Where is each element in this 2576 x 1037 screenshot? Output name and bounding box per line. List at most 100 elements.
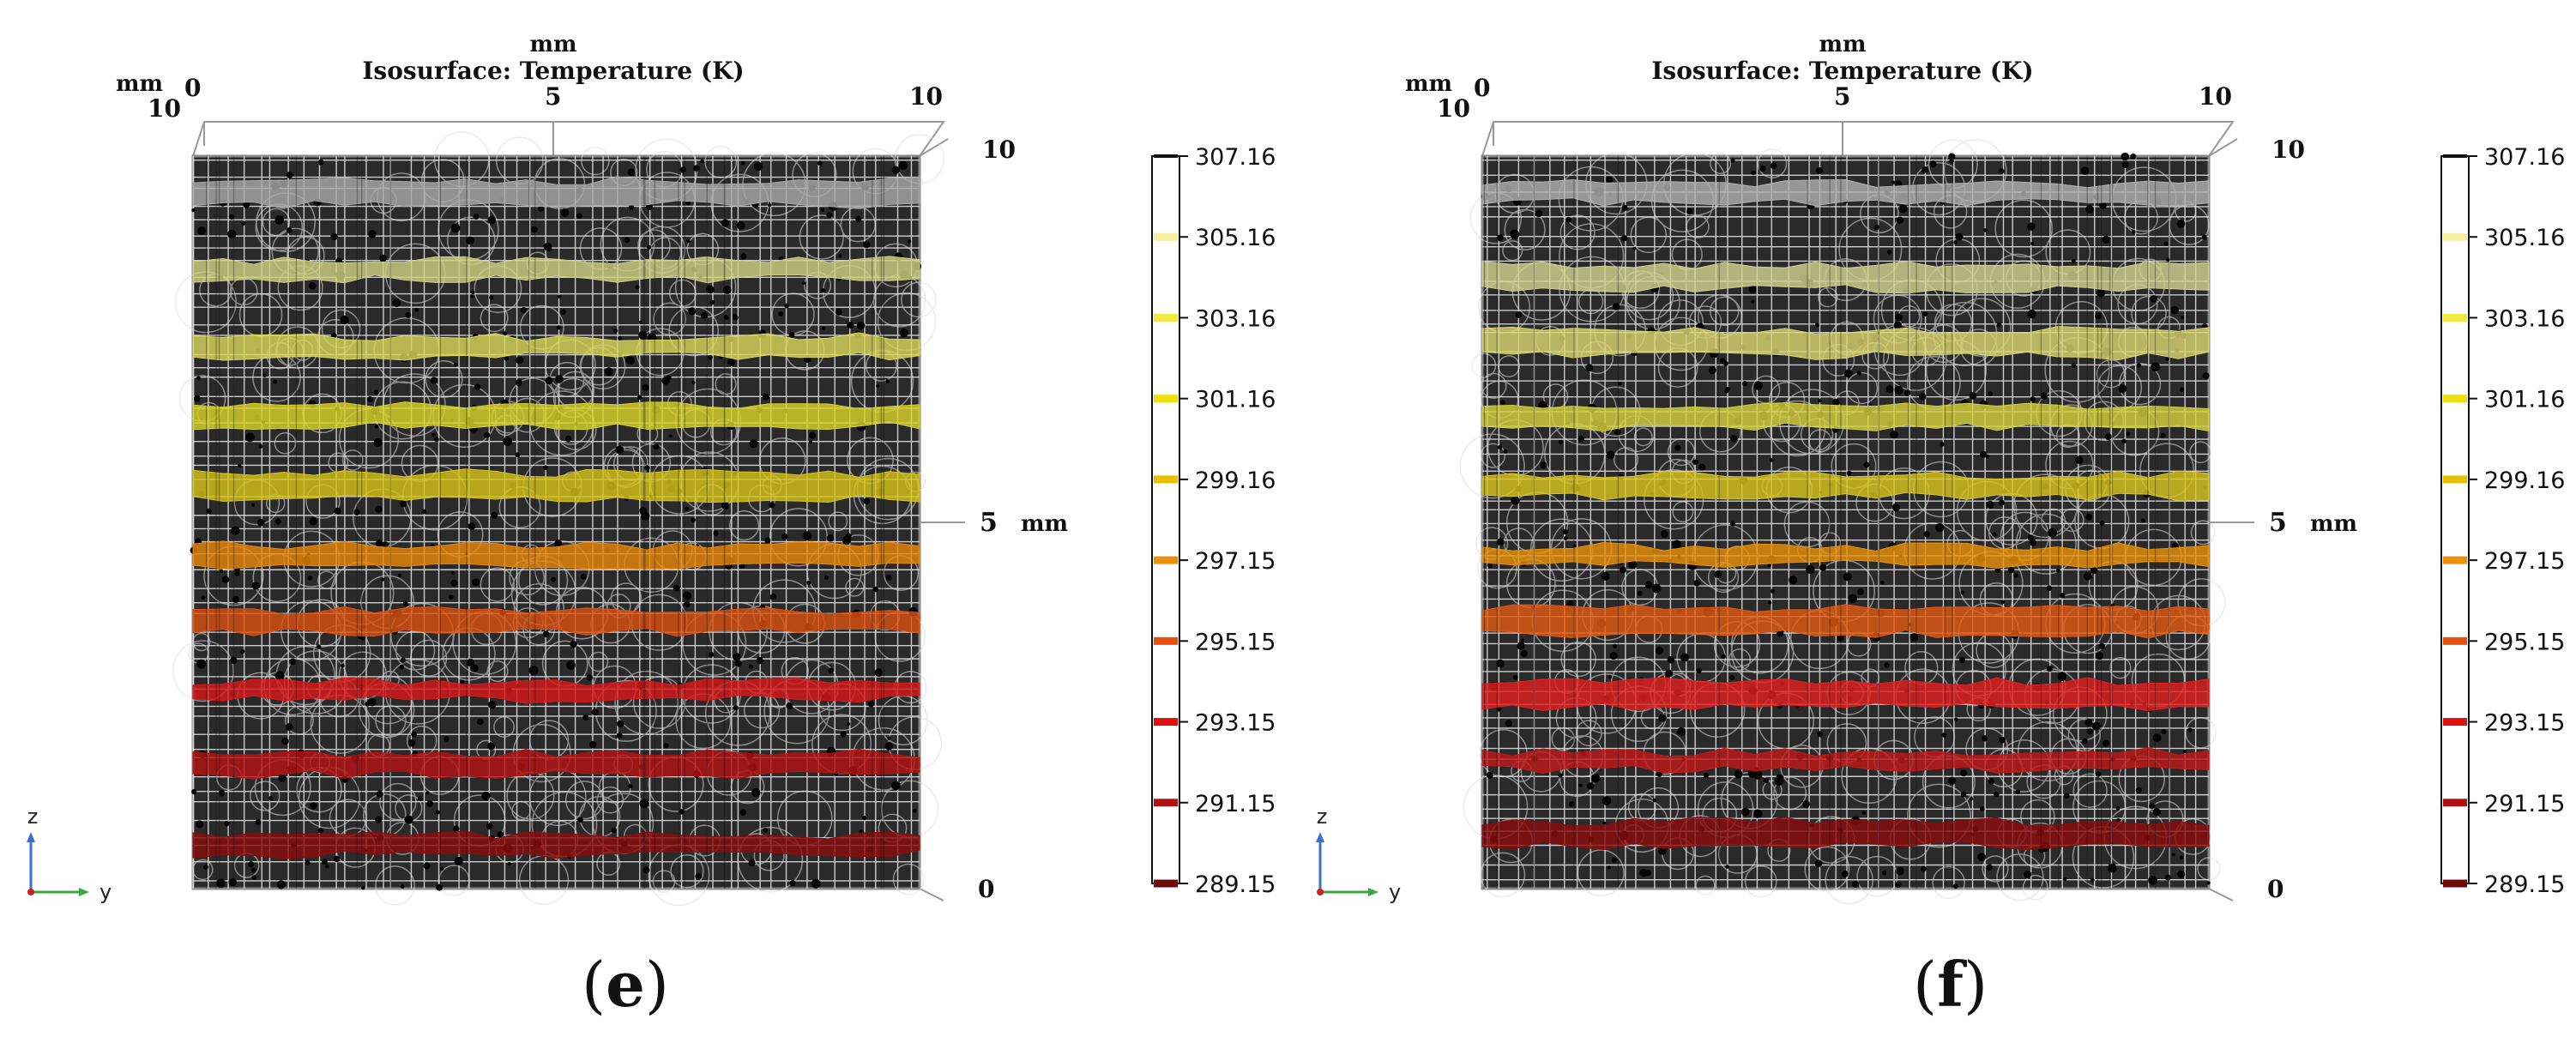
mesh-dot bbox=[1841, 870, 1849, 877]
mesh-dot bbox=[576, 213, 582, 220]
mesh-dot bbox=[274, 215, 285, 225]
mesh-dot bbox=[538, 206, 545, 212]
y-arrow-head bbox=[79, 888, 89, 896]
right-tick-10: 10 bbox=[2271, 136, 2305, 164]
mesh-particle bbox=[632, 676, 686, 729]
mesh-particle bbox=[828, 511, 848, 532]
right-tick-5: 5 bbox=[980, 508, 998, 538]
mesh-particle bbox=[2060, 508, 2084, 533]
mesh-dot bbox=[693, 165, 700, 172]
mesh-particle bbox=[1757, 148, 1788, 178]
y-axis-label: y bbox=[1389, 880, 1401, 904]
y-axis-label: y bbox=[100, 880, 112, 904]
mesh-particle bbox=[285, 705, 314, 735]
mesh-dot bbox=[201, 595, 206, 600]
mesh-dot bbox=[1802, 799, 1810, 808]
mesh-dot bbox=[887, 736, 891, 740]
isosurface-band bbox=[1481, 817, 2210, 851]
mesh-dot bbox=[1692, 459, 1699, 465]
mesh-dot bbox=[2085, 513, 2093, 521]
mesh-dot bbox=[1941, 733, 1947, 738]
mesh-dot bbox=[421, 509, 427, 514]
mesh-dot bbox=[417, 796, 423, 801]
mesh-dot bbox=[1949, 159, 1954, 164]
top-tick-10: 10 bbox=[909, 82, 943, 111]
mesh-dot bbox=[1992, 532, 1997, 537]
mesh-particle bbox=[1643, 469, 1704, 530]
mesh-dot bbox=[789, 880, 796, 887]
mesh-dot bbox=[2136, 363, 2142, 368]
colorbar-label: 307.16 bbox=[1195, 144, 1276, 171]
colorbar-label: 297.15 bbox=[1195, 548, 1276, 575]
mesh-dot bbox=[1983, 228, 1988, 232]
mesh-dot bbox=[191, 208, 196, 213]
isosurface-band bbox=[192, 468, 920, 503]
mesh-dot bbox=[375, 505, 383, 513]
mesh-dot bbox=[1572, 544, 1577, 548]
mesh-dot bbox=[1505, 720, 1512, 727]
mesh-dot bbox=[564, 435, 572, 443]
mesh-dot bbox=[635, 285, 640, 290]
mesh-dot bbox=[191, 788, 197, 795]
caption-open-paren: ( bbox=[1913, 949, 1938, 1021]
mesh-dot bbox=[1970, 797, 1974, 801]
mesh-dot bbox=[847, 321, 854, 329]
mesh-dot bbox=[557, 294, 562, 299]
mesh-dot bbox=[2121, 152, 2129, 161]
mesh-dot bbox=[373, 437, 383, 447]
mesh-dot bbox=[262, 372, 268, 378]
mesh-dot bbox=[885, 379, 890, 383]
mesh-dot bbox=[1873, 224, 1880, 231]
mesh-dot bbox=[466, 658, 475, 667]
mesh-dot bbox=[1935, 522, 1945, 533]
mesh-dot bbox=[1986, 864, 1993, 871]
top-tick-5: 5 bbox=[1834, 82, 1850, 111]
colorbar-label: 291.15 bbox=[1195, 791, 1276, 817]
mesh-particle bbox=[1762, 780, 1783, 800]
mesh-dot bbox=[1486, 771, 1493, 779]
mesh-dot bbox=[196, 659, 206, 669]
mesh-dot bbox=[268, 795, 274, 801]
colorbar-label: 289.15 bbox=[2484, 871, 2565, 898]
mesh-particle bbox=[395, 630, 436, 671]
mesh-particle bbox=[704, 146, 738, 178]
mesh-particle bbox=[1845, 371, 1879, 405]
x-axis-dot bbox=[1317, 889, 1324, 895]
mesh-dot bbox=[1741, 381, 1748, 387]
mesh-dot bbox=[560, 208, 570, 217]
mesh-dot bbox=[1843, 572, 1852, 582]
mesh-dot bbox=[1658, 714, 1667, 723]
mesh-dot bbox=[471, 578, 480, 587]
mesh-dot bbox=[683, 600, 691, 608]
mesh-dot bbox=[580, 573, 587, 580]
mesh-dot bbox=[405, 311, 412, 318]
colorbar-swatch bbox=[2443, 313, 2467, 322]
mesh-dot bbox=[2206, 881, 2211, 885]
colorbar-swatch bbox=[2443, 718, 2467, 727]
mesh-dot bbox=[2071, 363, 2077, 368]
mesh-dot bbox=[700, 311, 709, 319]
mesh-dot bbox=[1891, 180, 1896, 184]
mesh-dot bbox=[1698, 463, 1706, 471]
mesh-dot bbox=[2063, 793, 2070, 799]
mesh-particle bbox=[1907, 783, 1971, 848]
mesh-overlay bbox=[205, 156, 884, 889]
mesh-dot bbox=[556, 325, 561, 330]
colorbar-label: 293.15 bbox=[2484, 710, 2565, 737]
right-axis-unit: mm bbox=[2310, 511, 2357, 537]
mesh-dot bbox=[1893, 321, 1903, 330]
mesh-dot bbox=[739, 809, 747, 816]
mesh-particle bbox=[1769, 400, 1826, 457]
mesh-dot bbox=[2048, 528, 2058, 538]
mesh-particle bbox=[409, 639, 448, 677]
mesh-dot bbox=[373, 389, 379, 395]
mesh-particle bbox=[1480, 443, 1506, 468]
mesh-dot bbox=[399, 499, 407, 508]
mesh-dot bbox=[691, 380, 696, 385]
mesh-dot bbox=[1602, 821, 1607, 825]
mesh-particle bbox=[1856, 855, 1898, 897]
mesh-dot bbox=[241, 220, 246, 226]
mesh-dot bbox=[822, 326, 826, 330]
mesh-dot bbox=[824, 575, 830, 581]
mesh-dot bbox=[1977, 853, 1987, 862]
